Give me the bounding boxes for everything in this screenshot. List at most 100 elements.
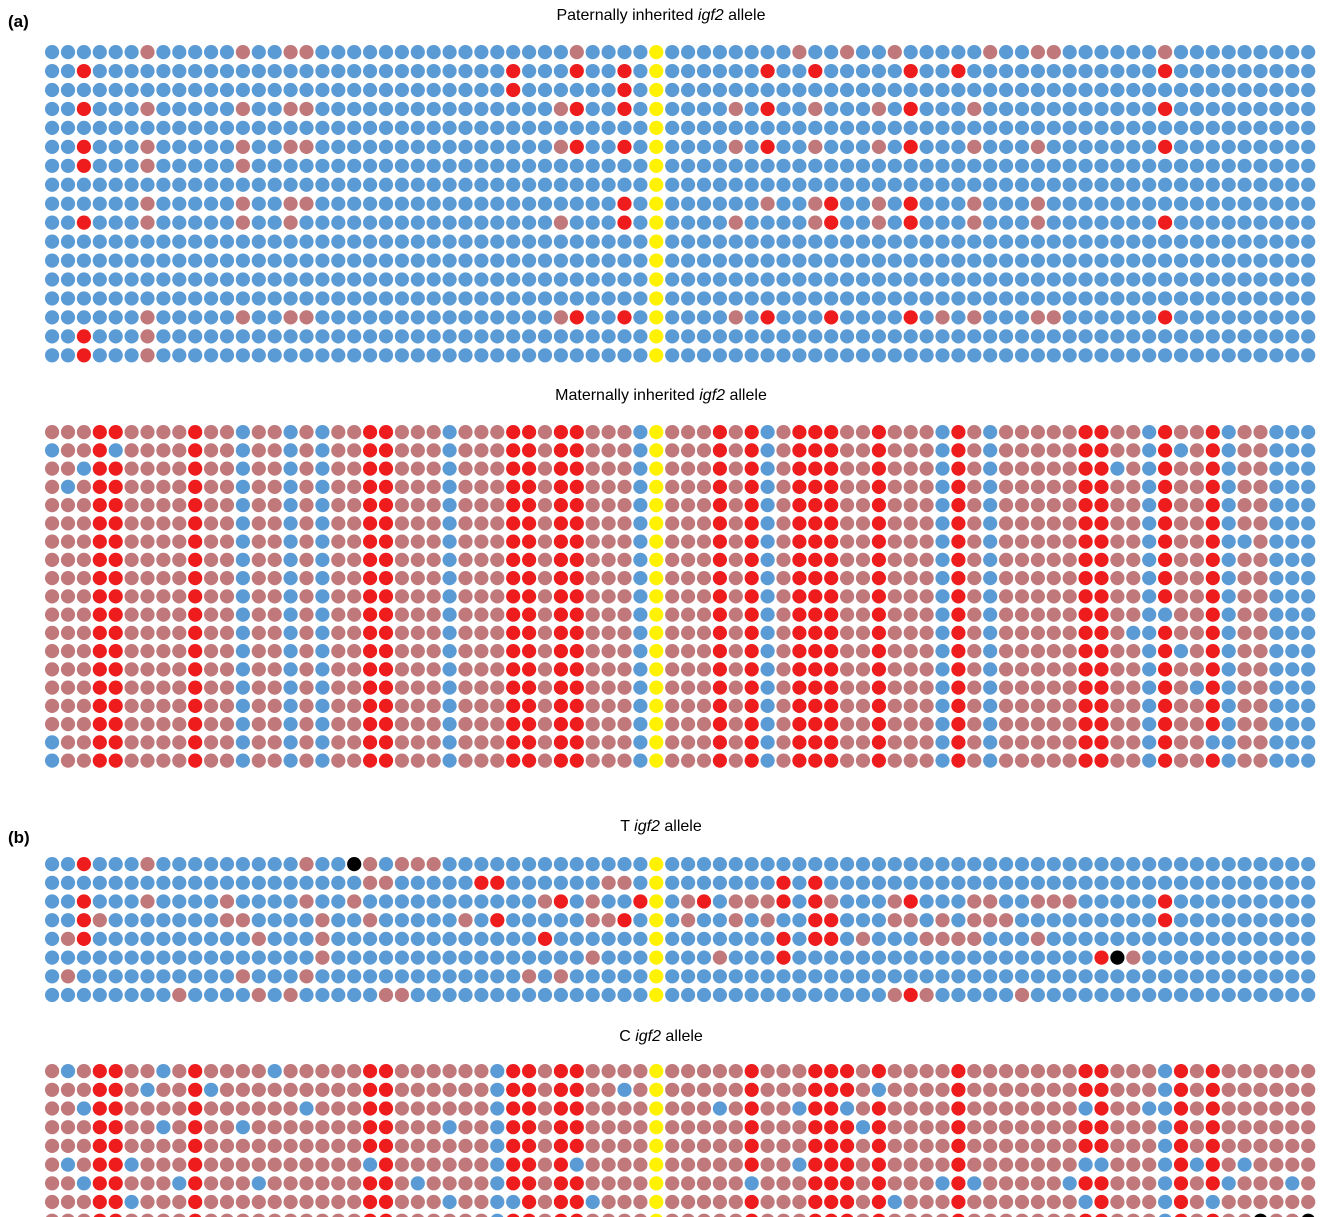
paternal-site-unmethylated bbox=[1173, 63, 1189, 79]
t-allele-site-unmethylated bbox=[792, 931, 807, 946]
maternal-site-unmethylated bbox=[235, 443, 250, 458]
paternal-site-snp bbox=[649, 215, 664, 230]
t-allele-site-unmethylated bbox=[569, 950, 584, 965]
paternal-site-unmethylated bbox=[108, 63, 123, 79]
paternal-site-unmethylated bbox=[1301, 272, 1316, 287]
maternal-site-methylated bbox=[378, 552, 394, 567]
t-allele-site-unmethylated bbox=[442, 987, 457, 1002]
paternal-title-suffix: allele bbox=[723, 7, 766, 24]
paternal-site-unmethylated bbox=[1173, 177, 1189, 192]
maternal-site-partial bbox=[1110, 735, 1125, 750]
paternal-site-unmethylated bbox=[347, 348, 362, 363]
paternal-site-methylated bbox=[76, 348, 91, 363]
maternal-site-partial bbox=[1014, 717, 1030, 732]
paternal-site-unmethylated bbox=[760, 253, 775, 268]
maternal-site-partial bbox=[681, 552, 696, 567]
maternal-site-partial bbox=[903, 425, 918, 440]
maternal-site-partial bbox=[331, 698, 346, 713]
t-allele-site-unmethylated bbox=[1142, 857, 1157, 872]
maternal-site-unmethylated bbox=[283, 425, 298, 440]
c-allele-site-unmethylated bbox=[1158, 1194, 1173, 1210]
paternal-site-unmethylated bbox=[999, 329, 1014, 344]
paternal-site-unmethylated bbox=[522, 177, 537, 192]
paternal-site-unmethylated bbox=[1237, 158, 1252, 173]
maternal-site-unmethylated bbox=[1110, 461, 1125, 476]
maternal-site-partial bbox=[474, 461, 489, 476]
t-allele-site-unmethylated bbox=[1030, 875, 1045, 890]
t-allele-site-unmethylated bbox=[474, 950, 489, 965]
paternal-site-unmethylated bbox=[1189, 101, 1204, 117]
paternal-site-unmethylated bbox=[744, 158, 759, 173]
maternal-site-partial bbox=[156, 571, 171, 586]
maternal-site-methylated bbox=[1158, 680, 1173, 695]
c-allele-site-partial bbox=[1285, 1082, 1300, 1097]
c-allele-site-partial bbox=[1030, 1101, 1045, 1116]
t-allele-site-unmethylated bbox=[506, 931, 521, 946]
maternal-site-unmethylated bbox=[1142, 717, 1157, 732]
paternal-site-unmethylated bbox=[744, 348, 759, 363]
t-allele-site-unmethylated bbox=[633, 931, 648, 946]
maternal-site-methylated bbox=[569, 589, 584, 604]
maternal-site-methylated bbox=[569, 753, 584, 768]
c-allele-site-methylated bbox=[93, 1213, 106, 1217]
paternal-site-unmethylated bbox=[951, 45, 966, 60]
paternal-site-unmethylated bbox=[665, 215, 680, 230]
maternal-site-methylated bbox=[1205, 498, 1220, 513]
c-allele-site-methylated bbox=[951, 1194, 966, 1210]
maternal-site-methylated bbox=[1158, 717, 1173, 732]
paternal-site-unmethylated bbox=[315, 158, 330, 173]
c-allele-site-partial bbox=[331, 1138, 346, 1153]
maternal-site-partial bbox=[299, 717, 314, 732]
t-allele-site-unmethylated bbox=[188, 894, 203, 909]
paternal-site-unmethylated bbox=[887, 196, 902, 211]
t-allele-site-unmethylated bbox=[1062, 969, 1077, 984]
paternal-site-unmethylated bbox=[1253, 120, 1268, 135]
maternal-site-partial bbox=[76, 479, 91, 494]
t-allele-site-unmethylated bbox=[490, 857, 505, 872]
paternal-site-unmethylated bbox=[681, 158, 696, 173]
paternal-site-unmethylated bbox=[1285, 310, 1300, 325]
maternal-site-partial bbox=[156, 479, 171, 494]
maternal-site-unmethylated bbox=[283, 589, 298, 604]
maternal-site-partial bbox=[681, 516, 696, 531]
t-allele-site-unmethylated bbox=[140, 931, 155, 946]
t-allele-site-partial bbox=[458, 913, 473, 928]
maternal-site-partial bbox=[347, 662, 362, 677]
maternal-site-partial bbox=[919, 680, 934, 695]
paternal-site-unmethylated bbox=[92, 329, 107, 344]
paternal-site-unmethylated bbox=[553, 348, 568, 363]
c-allele-site-partial bbox=[633, 1194, 648, 1210]
maternal-site-partial bbox=[474, 425, 489, 440]
maternal-site-partial bbox=[1237, 662, 1252, 677]
maternal-site-partial bbox=[1062, 680, 1077, 695]
t-allele-site-partial bbox=[585, 950, 600, 965]
maternal-site-partial bbox=[60, 753, 76, 768]
paternal-site-unmethylated bbox=[824, 291, 839, 306]
c-allele-site-partial bbox=[156, 1101, 171, 1116]
maternal-site-methylated bbox=[808, 625, 823, 640]
maternal-site-partial bbox=[394, 552, 409, 567]
t-allele-site-unmethylated bbox=[188, 913, 203, 928]
maternal-site-partial bbox=[728, 443, 743, 458]
paternal-site-partial bbox=[283, 196, 298, 211]
c-allele-site-partial bbox=[1014, 1157, 1030, 1172]
maternal-site-methylated bbox=[744, 479, 759, 494]
maternal-site-partial bbox=[60, 443, 76, 458]
t-allele-site-unmethylated bbox=[681, 931, 696, 946]
paternal-site-unmethylated bbox=[792, 82, 807, 98]
maternal-site-methylated bbox=[712, 534, 728, 549]
paternal-site-unmethylated bbox=[442, 348, 457, 363]
paternal-site-unmethylated bbox=[840, 82, 855, 98]
c-allele-site-partial bbox=[919, 1064, 934, 1079]
maternal-site-methylated bbox=[522, 571, 537, 586]
paternal-site-unmethylated bbox=[1014, 310, 1030, 325]
paternal-site-unmethylated bbox=[1253, 82, 1268, 98]
maternal-site-partial bbox=[840, 625, 855, 640]
t-allele-site-unmethylated bbox=[1110, 857, 1125, 872]
t-allele-site-unmethylated bbox=[1221, 894, 1236, 909]
t-allele-site-unmethylated bbox=[1301, 969, 1316, 984]
paternal-site-unmethylated bbox=[585, 329, 600, 344]
c-allele-site-unmethylated bbox=[490, 1157, 505, 1172]
t-allele-site-unmethylated bbox=[1158, 969, 1173, 984]
maternal-site-methylated bbox=[1094, 479, 1109, 494]
